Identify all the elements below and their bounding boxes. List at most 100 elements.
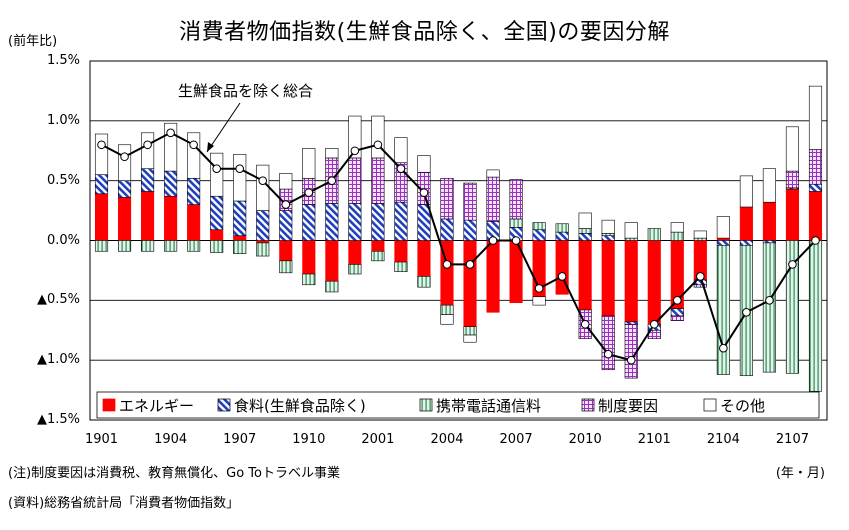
total-point xyxy=(765,296,774,305)
bar-segment xyxy=(117,197,132,241)
annotation-arrow xyxy=(206,102,241,153)
bar-segment xyxy=(624,240,638,323)
bar-segment xyxy=(486,169,500,178)
y-unit-label: (前年比) xyxy=(8,34,58,49)
x-tick-label: 2004 xyxy=(430,432,464,447)
bar-segment xyxy=(348,157,362,204)
bar-segment xyxy=(117,180,132,198)
bar-segment xyxy=(394,201,408,241)
total-point xyxy=(373,140,383,150)
bar-segment xyxy=(762,242,776,373)
x-tick-label: 2107 xyxy=(775,432,809,447)
bar-segment xyxy=(279,210,293,241)
bar-segment xyxy=(670,315,684,321)
legend-swatch xyxy=(217,398,231,412)
legend-swatch xyxy=(102,398,116,412)
bar-segment xyxy=(187,132,201,179)
bar-segment xyxy=(348,115,362,159)
bar-segment xyxy=(624,323,638,379)
bar-segment xyxy=(601,240,615,317)
bar-segment xyxy=(233,200,247,237)
bar-segment xyxy=(233,240,247,254)
bar-segment xyxy=(601,219,615,234)
bar-segment xyxy=(141,191,155,241)
total-point xyxy=(442,260,452,269)
x-tick-label: 2001 xyxy=(361,432,395,447)
bar-segment xyxy=(94,240,109,252)
total-point xyxy=(488,236,498,245)
bar-segment xyxy=(647,240,661,325)
bar-segment xyxy=(325,148,339,159)
total-point xyxy=(580,319,590,329)
bar-segment xyxy=(716,216,730,239)
bar-segment xyxy=(279,240,293,262)
bar-segment xyxy=(325,240,339,282)
bar-segment xyxy=(440,218,454,241)
bar-segment xyxy=(94,193,109,241)
bar-segment xyxy=(532,229,546,241)
bar-segment xyxy=(624,321,638,325)
bar-segment xyxy=(164,240,178,252)
y-tick-label: ▲1.5% xyxy=(36,412,80,427)
bar-segment xyxy=(256,242,270,257)
bar-segment xyxy=(716,237,730,241)
legend-label: 制度要因 xyxy=(598,397,658,415)
bar-segment xyxy=(164,170,178,197)
bar-segment xyxy=(739,206,753,241)
chart-title: 消費者物価指数(生鮮食品除く、全国)の要因分解 xyxy=(179,20,670,45)
y-tick-label: 1.0% xyxy=(46,112,80,128)
legend-swatch xyxy=(703,398,717,412)
bar-segment xyxy=(117,240,132,252)
x-period-label: (年・月) xyxy=(775,466,825,481)
bar-segment xyxy=(141,168,155,192)
bar-segment xyxy=(739,175,753,208)
total-point xyxy=(626,355,636,365)
bar-segment xyxy=(394,261,408,272)
bar-segment xyxy=(417,204,431,241)
total-point xyxy=(350,146,360,156)
bar-segment xyxy=(348,203,362,241)
x-tick-label: 2007 xyxy=(499,432,533,447)
bar-segment xyxy=(463,182,477,221)
bar-segment xyxy=(808,240,823,392)
bar-segment xyxy=(578,233,592,241)
bar-segment xyxy=(394,137,408,164)
total-point xyxy=(258,176,268,185)
bar-segment xyxy=(785,126,800,172)
total-point xyxy=(788,260,797,269)
bar-segment xyxy=(117,144,132,181)
bar-segment xyxy=(94,174,109,195)
bar-segment xyxy=(210,229,224,241)
bar-segment xyxy=(141,240,155,252)
line-annotation: 生鮮食品を除く総合 xyxy=(178,82,313,100)
total-point xyxy=(742,308,751,317)
annotation-arrowhead xyxy=(207,142,214,152)
source-note: (資料)総務省統計局「消費者物価指数」 xyxy=(8,496,240,511)
total-point xyxy=(396,164,406,173)
bar-segment xyxy=(325,280,339,293)
bar-segment xyxy=(463,326,477,336)
bar-segment xyxy=(187,177,201,205)
total-point xyxy=(672,296,682,305)
bar-segment xyxy=(624,222,638,239)
bar-segment xyxy=(256,210,270,241)
total-point xyxy=(189,140,198,150)
bar-segment xyxy=(463,334,477,343)
bar-segment xyxy=(141,132,155,170)
bar-segment xyxy=(417,240,431,277)
bar-segment xyxy=(463,219,477,241)
bar-segment xyxy=(371,203,385,241)
bar-segment xyxy=(279,173,293,190)
total-point xyxy=(649,319,659,329)
bar-segment xyxy=(463,240,477,327)
bar-segment xyxy=(601,315,615,371)
bar-segment xyxy=(371,250,385,262)
legend-swatch xyxy=(419,398,433,412)
bar-segment xyxy=(624,237,638,241)
bar-segment xyxy=(486,176,500,222)
total-point xyxy=(719,343,728,353)
bar-segment xyxy=(417,155,431,173)
legend-label: 携帯電話通信料 xyxy=(436,397,541,415)
bar-segment xyxy=(256,240,270,244)
